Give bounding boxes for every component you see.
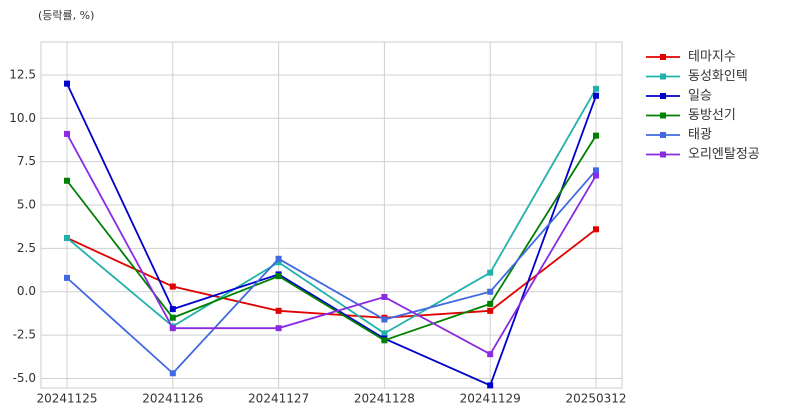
point-marker xyxy=(169,325,176,332)
legend-marker xyxy=(660,73,666,80)
y-tick-label: 12.5 xyxy=(9,67,36,81)
y-tick-label: -5.0 xyxy=(13,371,36,385)
point-marker xyxy=(593,132,599,139)
point-marker xyxy=(64,234,70,241)
x-tick-label: 20241128 xyxy=(354,392,415,406)
point-marker xyxy=(487,269,494,276)
series-line xyxy=(66,169,597,375)
series-line xyxy=(66,133,597,356)
point-marker xyxy=(275,325,282,332)
point-marker xyxy=(381,330,388,337)
point-marker xyxy=(64,177,70,184)
y-tick-label: -2.5 xyxy=(13,328,36,342)
point-marker xyxy=(64,130,70,137)
point-marker xyxy=(381,316,388,323)
legend-label: 동성화인텍 xyxy=(688,69,748,84)
legend-marker xyxy=(660,112,666,119)
legend-label: 동방선기 xyxy=(688,108,736,123)
legend-label: 태광 xyxy=(688,128,712,143)
point-marker xyxy=(169,370,176,377)
legend-marker xyxy=(660,93,666,99)
point-marker xyxy=(487,382,494,389)
legend-label: 테마지수 xyxy=(688,50,736,65)
legend-label: 오리엔탈정공 xyxy=(688,147,760,162)
x-tick-label: 20250312 xyxy=(565,392,626,406)
y-tick-label: 0.0 xyxy=(17,284,36,298)
point-marker xyxy=(487,300,494,307)
point-marker xyxy=(275,307,282,314)
point-marker xyxy=(169,306,176,313)
y-tick-label: 7.5 xyxy=(17,154,36,168)
legend-marker xyxy=(660,151,666,158)
y-tick-label: 10.0 xyxy=(9,111,36,125)
point-marker xyxy=(275,273,282,280)
series-line xyxy=(66,83,597,387)
point-marker xyxy=(593,172,599,179)
point-marker xyxy=(593,167,599,174)
point-marker xyxy=(381,337,388,344)
x-tick-label: 20241129 xyxy=(460,392,521,406)
point-marker xyxy=(487,351,494,358)
point-marker xyxy=(593,226,599,233)
series-line xyxy=(66,228,597,319)
legend-label: 일승 xyxy=(688,89,712,104)
y-tick-label: 5.0 xyxy=(17,198,36,212)
x-tick-label: 20241126 xyxy=(142,392,203,406)
chart-subtitle: (등락률, %) xyxy=(38,9,94,22)
point-marker xyxy=(275,255,282,262)
point-marker xyxy=(593,85,599,92)
legend-marker xyxy=(660,54,666,60)
point-marker xyxy=(487,307,494,314)
point-marker xyxy=(381,293,388,300)
point-marker xyxy=(593,92,599,99)
legend-marker xyxy=(660,132,666,138)
point-marker xyxy=(487,288,494,295)
x-tick-label: 20241127 xyxy=(248,392,309,406)
x-tick-label: 20241125 xyxy=(36,392,97,406)
point-marker xyxy=(169,283,176,290)
point-marker xyxy=(64,274,70,281)
point-marker xyxy=(64,80,70,87)
series-line xyxy=(66,88,597,335)
y-tick-label: 2.5 xyxy=(17,241,36,255)
point-marker xyxy=(275,259,282,266)
point-marker xyxy=(169,314,176,321)
plot-frame xyxy=(40,41,623,389)
